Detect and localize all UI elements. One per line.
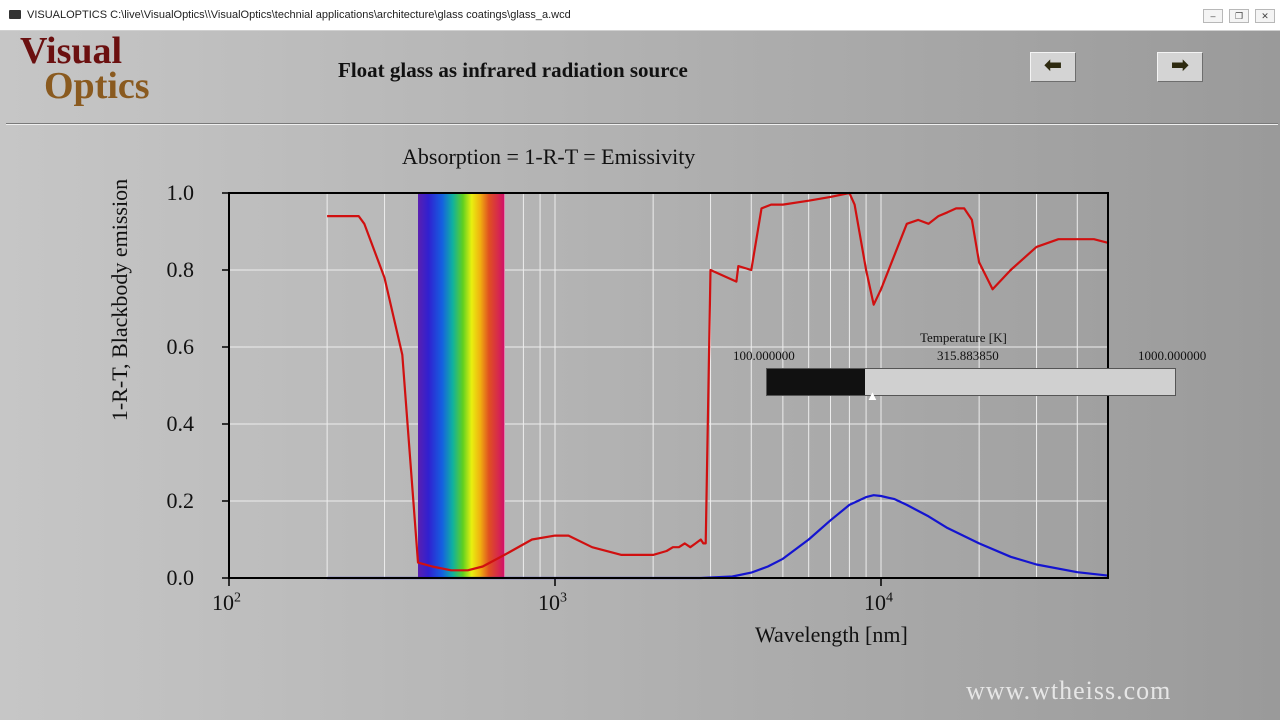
restore-button[interactable]: ❐ xyxy=(1229,9,1249,23)
x-tick-label: 102 xyxy=(212,590,241,615)
close-button[interactable]: ✕ xyxy=(1255,9,1275,23)
temperature-slider-fill[interactable] xyxy=(767,369,865,395)
logo-line2: Optics xyxy=(44,65,150,107)
y-tick-label: 0.0 xyxy=(166,565,195,590)
slide-title: Float glass as infrared radiation source xyxy=(338,58,688,82)
slider-max-label: 1000.000000 xyxy=(1138,348,1207,363)
slider-min-label: 100.000000 xyxy=(733,348,795,363)
header-divider xyxy=(6,123,1278,125)
app-icon xyxy=(9,10,21,19)
y-tick-label: 0.4 xyxy=(166,411,195,436)
chart-title: Absorption = 1-R-T = Emissivity xyxy=(402,144,696,169)
temperature-slider[interactable] xyxy=(766,368,1176,396)
window-title: VISUALOPTICS C:\live\VisualOptics\\Visua… xyxy=(27,9,571,21)
minimize-button[interactable]: – xyxy=(1203,9,1223,23)
y-tick-label: 0.6 xyxy=(166,334,195,359)
y-tick-label: 0.2 xyxy=(166,488,195,513)
watermark: www.wtheiss.com xyxy=(966,676,1172,705)
x-tick-label: 103 xyxy=(538,590,567,615)
slider-title: Temperature [K] xyxy=(920,330,1007,345)
window-titlebar: VISUALOPTICS C:\live\VisualOptics\\Visua… xyxy=(0,0,1280,31)
x-tick-label: 104 xyxy=(864,590,893,615)
visible-spectrum-band xyxy=(418,193,505,578)
mouse-pointer-icon: ▲ xyxy=(866,388,879,403)
logo-line1: Visual xyxy=(20,30,123,72)
x-axis-label: Wavelength [nm] xyxy=(755,622,908,647)
previous-page-button[interactable]: ⬅ xyxy=(1030,52,1076,82)
next-page-button[interactable]: ➡ xyxy=(1157,52,1203,82)
absorption-series-line xyxy=(327,191,1110,572)
y-tick-label: 0.8 xyxy=(166,257,195,282)
slider-value-label: 315.883850 xyxy=(937,348,999,363)
visual-optics-logo: Visual Optics xyxy=(20,32,150,105)
y-tick-label: 1.0 xyxy=(166,180,195,205)
